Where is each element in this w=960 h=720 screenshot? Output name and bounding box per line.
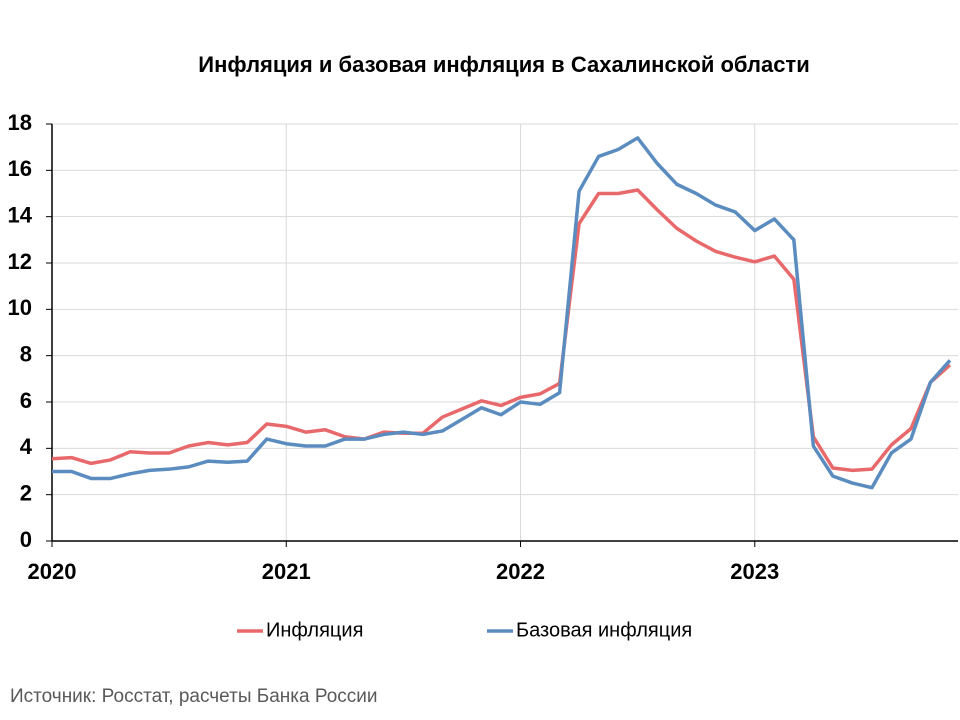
y-tick-label: 10 xyxy=(8,295,32,320)
y-tick-label: 14 xyxy=(8,202,33,227)
x-tick-label: 2022 xyxy=(496,559,545,584)
x-tick-label: 2023 xyxy=(730,559,779,584)
x-tick-label: 2021 xyxy=(262,559,311,584)
x-tick-label: 2020 xyxy=(28,559,77,584)
y-tick-label: 2 xyxy=(20,480,32,505)
y-tick-label: 0 xyxy=(20,527,32,552)
y-tick-label: 18 xyxy=(8,110,32,135)
y-tick-label: 6 xyxy=(20,388,32,413)
y-tick-label: 8 xyxy=(20,341,32,366)
source-note: Источник: Росстат, расчеты Банка России xyxy=(10,686,378,707)
y-tick-label: 12 xyxy=(8,249,32,274)
chart-title: Инфляция и базовая инфляция в Сахалинско… xyxy=(198,52,809,77)
legend-label: Инфляция xyxy=(266,619,363,641)
y-tick-label: 4 xyxy=(20,434,33,459)
legend-label: Базовая инфляция xyxy=(516,619,692,641)
line-series xyxy=(52,136,952,490)
y-tick-label: 16 xyxy=(8,156,32,181)
line-series xyxy=(51,188,952,473)
